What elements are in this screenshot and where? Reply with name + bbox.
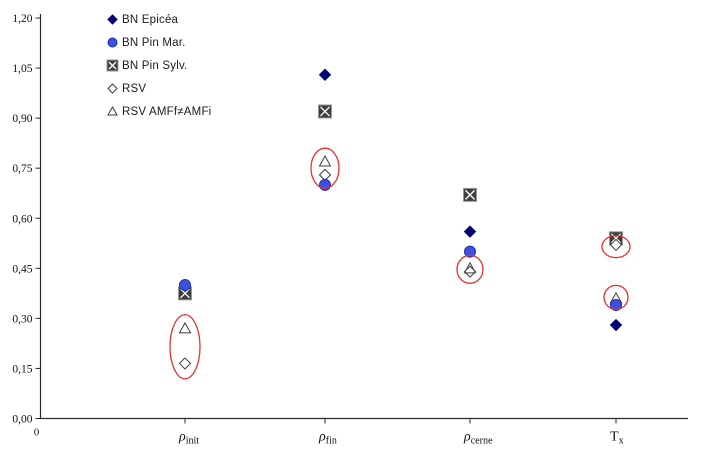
data-point — [178, 286, 192, 301]
y-tick-label: 0,75 — [12, 163, 32, 175]
annotation-ellipse — [169, 314, 201, 380]
data-point — [463, 265, 477, 278]
data-point — [463, 225, 477, 238]
x-tick-label: ρcerne — [463, 430, 493, 447]
diamond-open-icon — [107, 83, 118, 94]
data-point — [318, 104, 332, 119]
triangle-open-icon — [107, 105, 118, 116]
data-point — [178, 321, 192, 334]
chart-legend: BN Epicéa BN Pin Mar. BN Pin Sylv. RSV RSV A… — [106, 8, 211, 123]
data-point — [610, 299, 622, 312]
data-point — [464, 245, 476, 258]
annotation-ellipse — [601, 234, 631, 259]
y-tick-label: 1,20 — [12, 13, 32, 25]
data-point — [178, 357, 192, 370]
y-tick-label: 0,00 — [12, 414, 32, 426]
data-point — [609, 318, 623, 332]
y-tick-label: 0,30 — [12, 313, 32, 325]
annotation-ellipse — [603, 284, 629, 310]
legend-label: BN Epicéa — [122, 13, 179, 26]
square-x-icon — [106, 59, 119, 72]
data-point — [463, 187, 477, 202]
legend-item: BN Pin Sylv. — [106, 54, 211, 77]
diamond-filled-icon — [107, 14, 118, 25]
data-point — [318, 168, 332, 182]
legend-item: BN Pin Mar. — [106, 31, 211, 54]
data-point — [179, 279, 191, 291]
x-origin-label: 0 — [34, 427, 40, 439]
annotation-ellipse — [310, 147, 340, 189]
x-tick-label: ρfin — [318, 430, 337, 447]
data-point — [463, 261, 477, 274]
legend-label: RSV — [122, 82, 147, 95]
circle-filled-icon — [107, 37, 118, 48]
y-tick-label: 0,45 — [12, 263, 32, 275]
x-tick-label: Tx — [610, 430, 624, 447]
legend-label: RSV AMFf≠AMFi — [122, 105, 212, 118]
legend-item: RSV AMFf≠AMFi — [106, 100, 211, 123]
y-tick-label: 1,05 — [12, 63, 32, 75]
data-point — [609, 238, 623, 252]
data-point — [318, 68, 332, 81]
legend-label: BN Pin Mar. — [122, 36, 186, 49]
legend-item: RSV — [106, 77, 211, 100]
y-tick-label: 0,15 — [12, 363, 32, 375]
x-tick-label: ρinit — [178, 430, 199, 447]
y-tick-label: 0,90 — [12, 113, 32, 125]
annotation-ellipse — [456, 254, 484, 284]
legend-label: BN Pin Sylv. — [122, 59, 188, 72]
data-point — [318, 154, 332, 167]
legend-item: BN Epicéa — [106, 8, 211, 31]
y-tick-label: 0,60 — [12, 213, 32, 225]
